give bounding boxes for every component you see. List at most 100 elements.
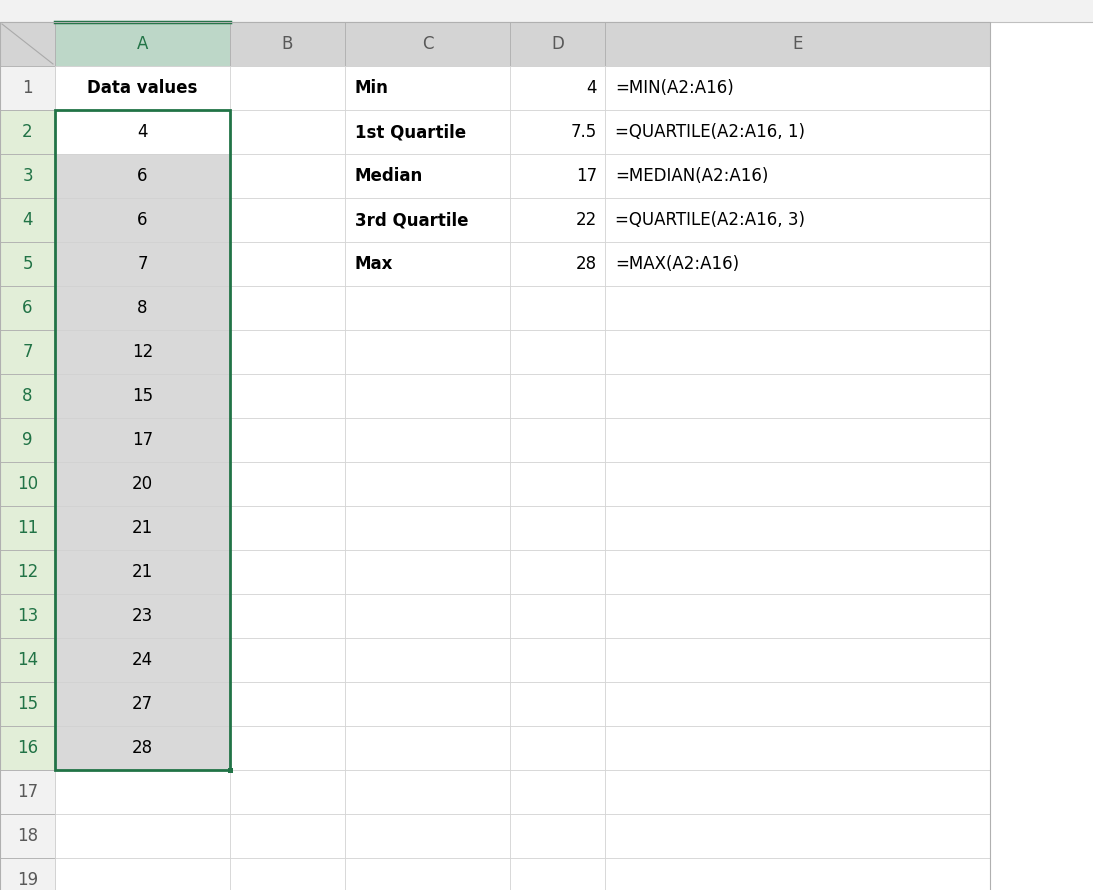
Bar: [345, 770, 510, 814]
Bar: [510, 242, 606, 286]
Text: 23: 23: [132, 607, 153, 625]
Bar: [230, 418, 345, 462]
Bar: [0, 330, 55, 374]
Text: 9: 9: [22, 431, 33, 449]
Text: 27: 27: [132, 695, 153, 713]
Bar: [55, 418, 230, 462]
Bar: [606, 726, 990, 770]
Text: 5: 5: [22, 255, 33, 273]
Bar: [55, 770, 230, 814]
Bar: [345, 66, 510, 110]
Text: 17: 17: [132, 431, 153, 449]
Bar: [0, 418, 55, 462]
Bar: [0, 858, 55, 890]
Bar: [606, 154, 990, 198]
Text: A: A: [137, 35, 149, 53]
Bar: [0, 682, 55, 726]
Bar: [510, 66, 606, 110]
Bar: [230, 330, 345, 374]
Bar: [510, 814, 606, 858]
Text: 2: 2: [22, 123, 33, 141]
Bar: [606, 22, 990, 66]
Bar: [345, 198, 510, 242]
Bar: [606, 770, 990, 814]
Bar: [510, 550, 606, 594]
Bar: [230, 154, 345, 198]
Bar: [345, 506, 510, 550]
Text: 6: 6: [138, 167, 148, 185]
Bar: [230, 682, 345, 726]
Text: 20: 20: [132, 475, 153, 493]
Text: 6: 6: [22, 299, 33, 317]
Bar: [606, 330, 990, 374]
Bar: [55, 154, 230, 198]
Bar: [606, 418, 990, 462]
Bar: [55, 286, 230, 330]
Bar: [510, 110, 606, 154]
Text: D: D: [551, 35, 564, 53]
Bar: [0, 550, 55, 594]
Text: 4: 4: [22, 211, 33, 229]
Bar: [510, 726, 606, 770]
Text: E: E: [792, 35, 802, 53]
Bar: [0, 0, 1093, 22]
Bar: [0, 770, 55, 814]
Text: 3rd Quartile: 3rd Quartile: [355, 211, 469, 229]
Bar: [510, 506, 606, 550]
Bar: [510, 418, 606, 462]
Text: 1st Quartile: 1st Quartile: [355, 123, 466, 141]
Bar: [230, 22, 345, 66]
Bar: [606, 814, 990, 858]
Bar: [55, 242, 230, 286]
Bar: [510, 198, 606, 242]
Bar: [230, 198, 345, 242]
Text: B: B: [282, 35, 293, 53]
Bar: [0, 242, 55, 286]
Bar: [55, 726, 230, 770]
Text: =MIN(A2:A16): =MIN(A2:A16): [615, 79, 733, 97]
Text: 12: 12: [16, 563, 38, 581]
Bar: [55, 66, 230, 110]
Text: 16: 16: [16, 739, 38, 757]
Bar: [345, 286, 510, 330]
Bar: [230, 242, 345, 286]
Text: 12: 12: [132, 343, 153, 361]
Bar: [55, 550, 230, 594]
Text: C: C: [422, 35, 433, 53]
Bar: [510, 770, 606, 814]
Text: Data values: Data values: [87, 79, 198, 97]
Bar: [55, 506, 230, 550]
Bar: [230, 550, 345, 594]
Bar: [0, 638, 55, 682]
Bar: [55, 814, 230, 858]
Bar: [230, 858, 345, 890]
Text: 6: 6: [138, 211, 148, 229]
Bar: [55, 594, 230, 638]
Bar: [230, 66, 345, 110]
Bar: [55, 110, 230, 154]
Text: 4: 4: [587, 79, 597, 97]
Bar: [510, 462, 606, 506]
Bar: [345, 22, 510, 66]
Bar: [230, 506, 345, 550]
Bar: [606, 638, 990, 682]
Bar: [55, 22, 230, 66]
Bar: [606, 462, 990, 506]
Text: 7.5: 7.5: [571, 123, 597, 141]
Bar: [606, 682, 990, 726]
Bar: [510, 858, 606, 890]
Bar: [0, 110, 55, 154]
Text: =MEDIAN(A2:A16): =MEDIAN(A2:A16): [615, 167, 768, 185]
Bar: [230, 770, 345, 814]
Text: 8: 8: [138, 299, 148, 317]
Bar: [606, 594, 990, 638]
Bar: [0, 726, 55, 770]
Bar: [230, 814, 345, 858]
Bar: [345, 858, 510, 890]
Bar: [0, 374, 55, 418]
Bar: [510, 682, 606, 726]
Text: 10: 10: [16, 475, 38, 493]
Text: Max: Max: [355, 255, 393, 273]
Bar: [606, 374, 990, 418]
Text: 21: 21: [132, 563, 153, 581]
